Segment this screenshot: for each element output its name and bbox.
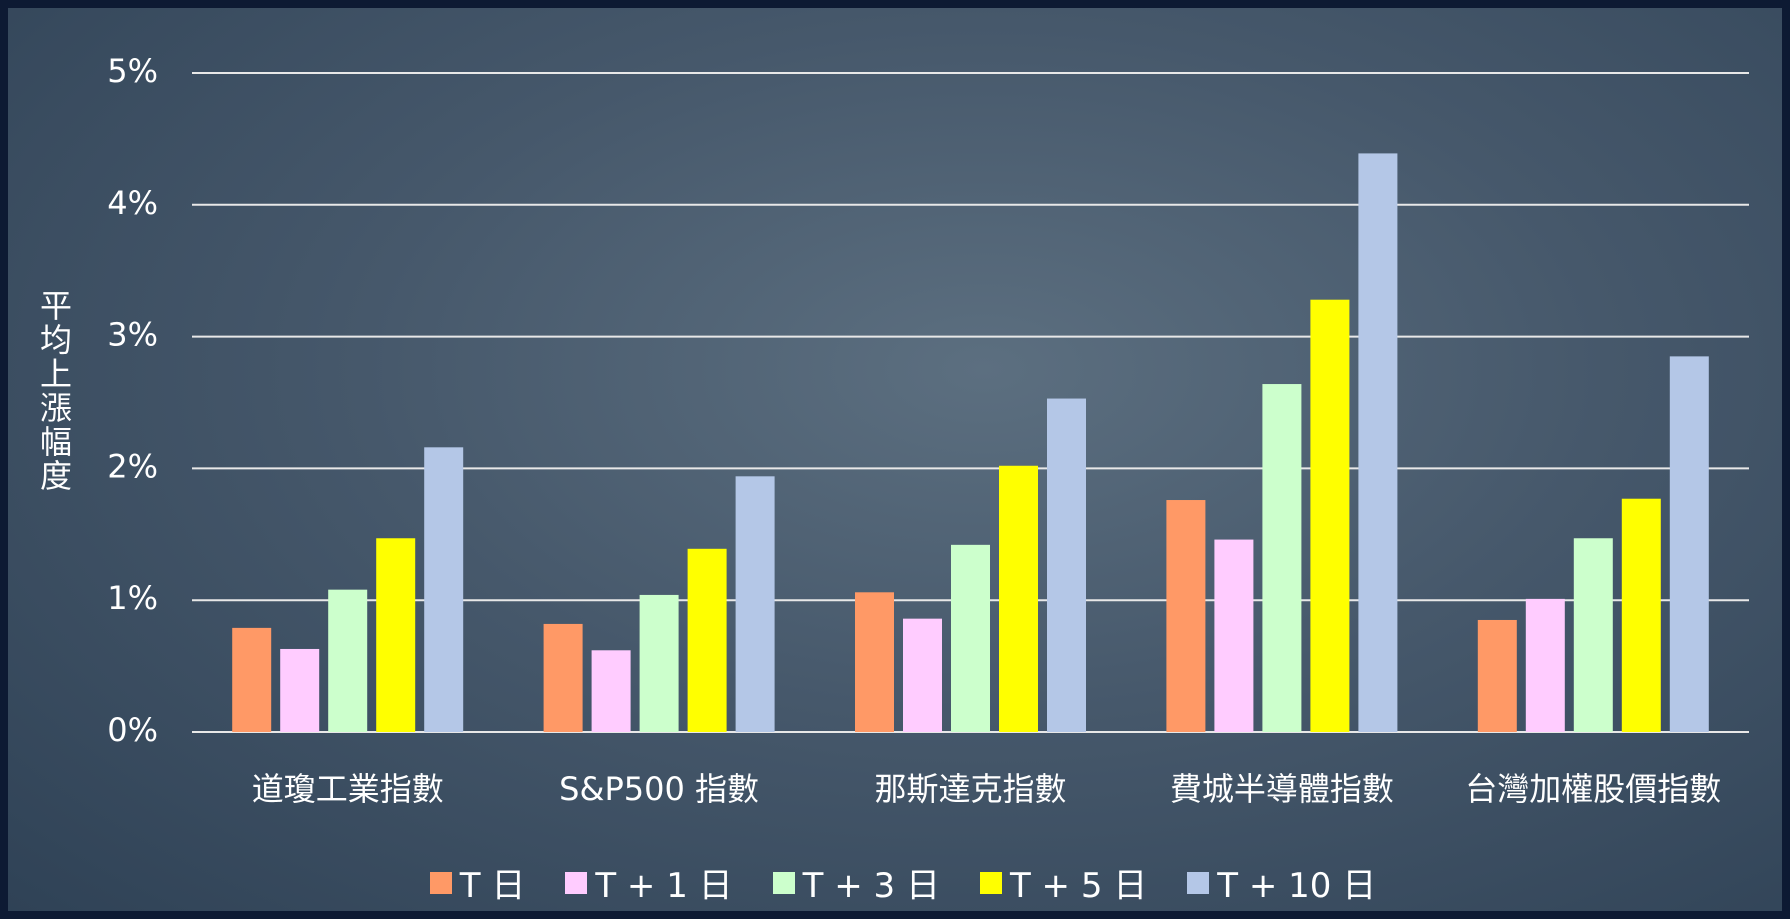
bar xyxy=(1477,619,1517,732)
bar xyxy=(591,650,631,732)
bar xyxy=(1166,500,1206,732)
bar xyxy=(1047,398,1086,732)
legend-item: T + 3 日 xyxy=(772,858,940,907)
bar xyxy=(1214,539,1254,732)
legend-item: T + 1 日 xyxy=(565,858,733,907)
bar xyxy=(903,618,942,732)
bar xyxy=(639,594,679,732)
legend-label: T + 5 日 xyxy=(1009,866,1148,906)
legend-label: T 日 xyxy=(459,866,526,906)
legend-swatch xyxy=(565,871,588,894)
x-tick-label: 台灣加權股價指數 xyxy=(1465,770,1721,808)
bar xyxy=(951,544,990,732)
y-axis-label: 平均上漲幅度 xyxy=(40,287,72,495)
bar xyxy=(1525,598,1565,732)
legend-label: T + 1 日 xyxy=(595,866,733,906)
legend-label: T + 10 日 xyxy=(1217,866,1377,906)
y-tick-label: 4% xyxy=(107,184,158,222)
legend-swatch xyxy=(772,871,795,894)
bar xyxy=(328,589,368,732)
y-tick-label: 3% xyxy=(107,316,158,354)
y-tick-label: 0% xyxy=(107,711,158,749)
legend-swatch xyxy=(979,871,1002,894)
legend-item: T + 5 日 xyxy=(979,858,1148,907)
bar xyxy=(1573,538,1613,732)
bar xyxy=(1310,299,1350,732)
bar xyxy=(424,447,464,732)
y-tick-label: 2% xyxy=(107,447,158,485)
bar xyxy=(280,648,320,732)
bar xyxy=(1669,356,1709,732)
y-tick-label: 1% xyxy=(107,579,158,617)
bar xyxy=(687,548,727,732)
bar xyxy=(855,592,894,732)
legend-swatch xyxy=(429,871,452,894)
bar xyxy=(1358,153,1398,732)
x-tick-label: S&P500 指數 xyxy=(559,770,759,808)
bar xyxy=(1262,384,1302,732)
bar xyxy=(232,627,272,732)
bar xyxy=(735,476,775,732)
bar xyxy=(543,623,583,732)
legend-item: T 日 xyxy=(429,858,526,907)
x-tick-label: 那斯達克指數 xyxy=(874,770,1066,808)
legend-label: T + 3 日 xyxy=(802,866,940,906)
legend-item: T + 10 日 xyxy=(1187,858,1376,907)
bar xyxy=(1621,498,1661,732)
y-tick-label: 5% xyxy=(107,52,158,90)
legend: T 日 T + 1 日 T + 3 日 T + 5 日 T + 10 日 xyxy=(8,858,1790,907)
x-tick-label: 費城半導體指數 xyxy=(1170,770,1394,808)
bar xyxy=(376,538,416,732)
legend-swatch xyxy=(1187,871,1210,894)
x-tick-label: 道瓊工業指數 xyxy=(252,770,444,808)
bar xyxy=(999,465,1038,732)
